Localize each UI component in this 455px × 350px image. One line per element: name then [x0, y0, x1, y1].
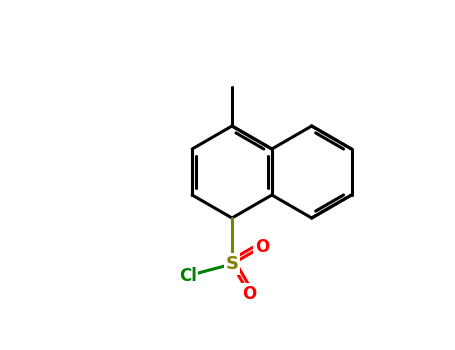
Text: S: S	[226, 255, 238, 273]
Text: Cl: Cl	[179, 267, 197, 285]
Text: O: O	[255, 238, 269, 256]
Text: O: O	[242, 285, 256, 303]
